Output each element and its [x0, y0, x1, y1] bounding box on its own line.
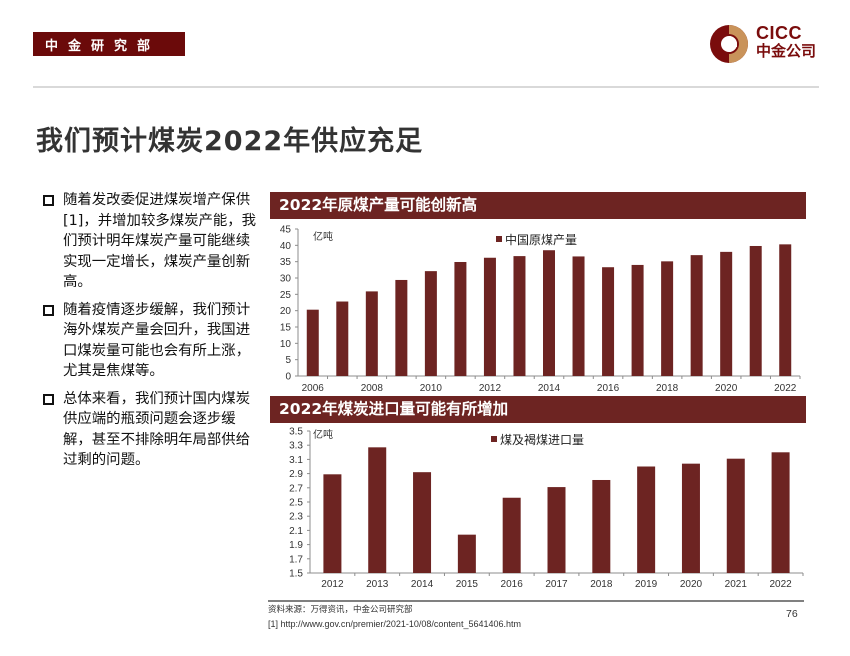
x-tick-label: 2012: [479, 383, 502, 394]
y-tick-label: 30: [280, 274, 292, 285]
y-tick-label: 20: [280, 306, 292, 317]
bar-2019: [690, 255, 703, 376]
page-title: 我们预计煤炭2022年供应充足: [36, 126, 424, 157]
bar-2006: [306, 309, 319, 376]
bar-2016: [502, 497, 521, 573]
y-tick-label: 45: [280, 225, 292, 236]
legend-label: 中国原煤产量: [505, 232, 577, 247]
chart-title-coal-production: 2022年原煤产量可能创新高: [270, 192, 806, 219]
x-tick-label: 2008: [361, 383, 384, 394]
bullet-item: 随着发改委促进煤炭增产保供[1]，并增加较多煤炭产能，我们预计明年煤炭产量可能继…: [43, 190, 258, 293]
logo-text-en: CICC: [756, 23, 802, 43]
cicc-logo: CICC 中金公司: [709, 24, 824, 64]
y-tick-label: 5: [285, 355, 291, 366]
x-tick-label: 2010: [420, 383, 443, 394]
legend-label: 煤及褐煤进口量: [500, 432, 584, 447]
x-tick-label: 2017: [545, 579, 568, 590]
x-tick-label: 2020: [680, 579, 703, 590]
bar-2019: [637, 466, 656, 573]
bar-2020: [681, 463, 700, 573]
y-tick-label: 3.5: [289, 427, 303, 438]
bar-2017: [547, 487, 566, 573]
y-tick-label: 2.7: [289, 483, 303, 494]
bar-2020: [720, 251, 733, 376]
bar-2010: [424, 271, 437, 376]
bar-2021: [749, 245, 762, 376]
x-tick-label: 2014: [411, 579, 434, 590]
bullet-text: 随着疫情逐步缓解，我们预计海外煤炭产量会回升，我国进口煤炭量可能也会有所上涨，尤…: [63, 301, 251, 380]
y-tick-label: 40: [280, 241, 292, 252]
bullet-text: 总体来看，我们预计国内煤炭供应端的瓶颈问题会逐步缓解，甚至不排除明年局部供给过剩…: [63, 390, 251, 469]
bar-2012: [483, 257, 496, 376]
bar-2016: [602, 267, 615, 376]
y-tick-label: 2.3: [289, 512, 303, 523]
x-tick-label: 2020: [715, 383, 738, 394]
y-tick-label: 3.3: [289, 441, 303, 452]
x-tick-label: 2016: [501, 579, 524, 590]
x-tick-label: 2018: [590, 579, 613, 590]
page-number: 76: [786, 608, 798, 620]
bar-2009: [395, 279, 408, 376]
bar-2013: [513, 256, 526, 376]
bar-2011: [454, 261, 467, 376]
logo-text-cn: 中金公司: [756, 42, 817, 60]
footer-divider: [268, 600, 804, 602]
bar-2021: [726, 458, 745, 573]
x-tick-label: 2015: [456, 579, 479, 590]
y-tick-label: 1.5: [289, 569, 303, 580]
x-tick-label: 2022: [774, 383, 797, 394]
x-tick-label: 2021: [725, 579, 748, 590]
legend-swatch: [491, 436, 497, 442]
y-tick-label: 25: [280, 290, 292, 301]
y-tick-label: 2.5: [289, 498, 303, 509]
bar-2012: [323, 474, 342, 573]
y-tick-label: 35: [280, 257, 292, 268]
bullet-text: 随着发改委促进煤炭增产保供[1]，并增加较多煤炭产能，我们预计明年煤炭产量可能继…: [63, 192, 257, 290]
y-tick-label: 15: [280, 323, 292, 334]
bar-2022: [771, 452, 790, 573]
bar-2013: [368, 447, 387, 573]
x-tick-label: 2019: [635, 579, 658, 590]
x-tick-label: 2018: [656, 383, 679, 394]
square-bullet-icon: [43, 304, 54, 316]
bar-2008: [365, 291, 378, 376]
bar-2014: [543, 250, 555, 376]
square-bullet-icon: [43, 393, 54, 405]
legend-swatch: [496, 236, 502, 242]
bar-2015: [572, 256, 585, 376]
y-tick-label: 2.1: [289, 526, 303, 537]
y-tick-label: 3.1: [289, 455, 303, 466]
unit-label: 亿吨: [313, 428, 333, 441]
bar-2015: [457, 534, 476, 573]
y-tick-label: 1.9: [289, 540, 303, 551]
x-tick-label: 2006: [302, 383, 325, 394]
header-divider: [33, 86, 819, 88]
y-tick-label: 0: [285, 372, 291, 383]
bullet-item: 随着疫情逐步缓解，我们预计海外煤炭产量会回升，我国进口煤炭量可能也会有所上涨，尤…: [43, 300, 258, 382]
bar-2017: [631, 264, 644, 376]
bar-2018: [661, 261, 674, 376]
x-tick-label: 2013: [366, 579, 389, 590]
source-note: 资料来源：万得资讯，中金公司研究部: [268, 605, 413, 615]
chart-title-coal-imports: 2022年煤炭进口量可能有所增加: [270, 396, 806, 423]
y-tick-label: 10: [280, 339, 292, 350]
bar-2014: [413, 472, 432, 573]
unit-label: 亿吨: [313, 230, 333, 243]
bar-2018: [592, 479, 611, 573]
x-tick-label: 2014: [538, 383, 561, 394]
x-tick-label: 2016: [597, 383, 620, 394]
bullet-item: 总体来看，我们预计国内煤炭供应端的瓶颈问题会逐步缓解，甚至不排除明年局部供给过剩…: [43, 389, 258, 471]
y-tick-label: 1.7: [289, 554, 303, 565]
square-bullet-icon: [43, 195, 54, 206]
department-badge: 中金研究部: [33, 32, 185, 56]
cicc-logo-icon: [710, 25, 748, 63]
bullet-list: 随着发改委促进煤炭增产保供[1]，并增加较多煤炭产能，我们预计明年煤炭产量可能继…: [43, 190, 258, 478]
bar-2007: [336, 301, 349, 376]
bar-2022: [779, 244, 792, 376]
x-tick-label: 2012: [321, 579, 344, 590]
x-tick-label: 2022: [769, 579, 792, 590]
y-tick-label: 2.9: [289, 469, 303, 480]
footnote-link[interactable]: [1] http://www.gov.cn/premier/2021-10/08…: [268, 619, 521, 629]
